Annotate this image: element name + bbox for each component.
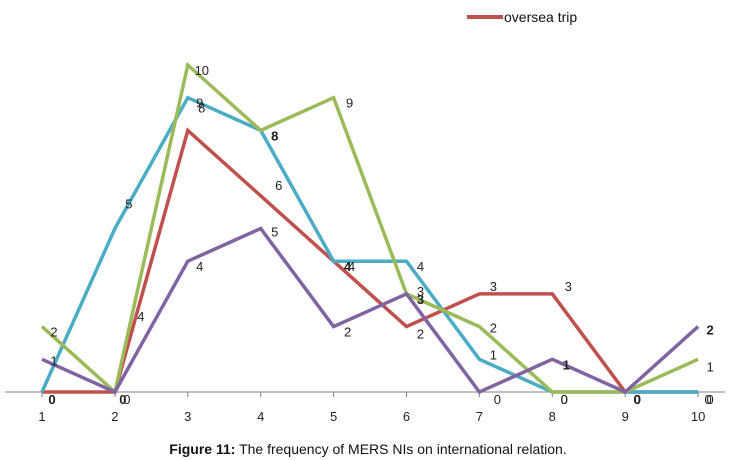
data-label: 9 [346, 96, 353, 111]
data-label: 0 [634, 392, 641, 407]
data-label: 6 [275, 178, 282, 193]
x-tick-label: 3 [184, 409, 191, 424]
data-label: 5 [271, 225, 278, 240]
data-label: 1 [563, 357, 570, 372]
data-label: 10 [195, 63, 209, 78]
data-label: 0 [494, 392, 501, 407]
x-axis: 1 2 3 4 5 6 7 8 9 10 [5, 391, 725, 424]
legend: oversea trip [467, 9, 577, 25]
data-label: 0 [123, 392, 130, 407]
data-label: 0 [634, 392, 641, 407]
legend-label: oversea trip [504, 9, 577, 25]
data-label: 0 [48, 392, 55, 407]
data-label: 2 [417, 327, 424, 342]
data-label: 5 [125, 197, 132, 212]
figure-caption: Figure 11: The frequency of MERS NIs on … [0, 441, 736, 457]
data-label: 9 [196, 96, 203, 111]
series-line-3 [40, 61, 699, 396]
x-tick-label: 2 [111, 409, 118, 424]
caption-prefix: Figure 11: [169, 441, 236, 457]
data-label: 4 [196, 259, 203, 274]
data-label: 1 [706, 359, 713, 374]
data-label: 3 [490, 279, 497, 294]
x-tick-label: 4 [257, 409, 264, 424]
data-label: 8 [271, 128, 278, 143]
data-label: 0 [561, 392, 568, 407]
data-label: 2 [490, 321, 497, 336]
series-lines [40, 61, 700, 396]
x-tick-label: 7 [476, 409, 483, 424]
x-tick-label: 6 [403, 409, 410, 424]
data-label: 1 [490, 347, 497, 362]
x-tick-label: 5 [330, 409, 337, 424]
data-label: 4 [137, 309, 144, 324]
data-label: 4 [344, 259, 352, 274]
data-label: 8 [271, 128, 278, 143]
data-label: 4 [348, 259, 355, 274]
data-label: 0 [119, 392, 126, 407]
data-label: 2 [706, 323, 713, 338]
data-label: 2 [50, 325, 57, 340]
data-label: 4 [417, 259, 424, 274]
data-label: 1 [50, 353, 57, 368]
data-label: 0 [561, 392, 568, 407]
data-label: 3 [565, 279, 572, 294]
data-label: 0 [48, 392, 55, 407]
data-label: 0 [634, 392, 641, 407]
data-label: 0 [704, 392, 711, 407]
x-tick-label: 8 [549, 409, 556, 424]
data-label: 2 [344, 325, 351, 340]
x-tick-label: 10 [691, 409, 705, 424]
data-label: 0 [634, 392, 641, 407]
data-label: 3 [417, 284, 424, 299]
caption-text: The frequency of MERS NIs on internation… [235, 441, 567, 457]
data-label: 8 [198, 100, 205, 115]
x-tick-label: 1 [38, 409, 45, 424]
data-label: 3 [417, 292, 424, 307]
series-line-4 [41, 226, 700, 395]
x-tick-label: 9 [622, 409, 629, 424]
series-line-1 [42, 127, 699, 394]
data-label: 0 [706, 392, 713, 407]
